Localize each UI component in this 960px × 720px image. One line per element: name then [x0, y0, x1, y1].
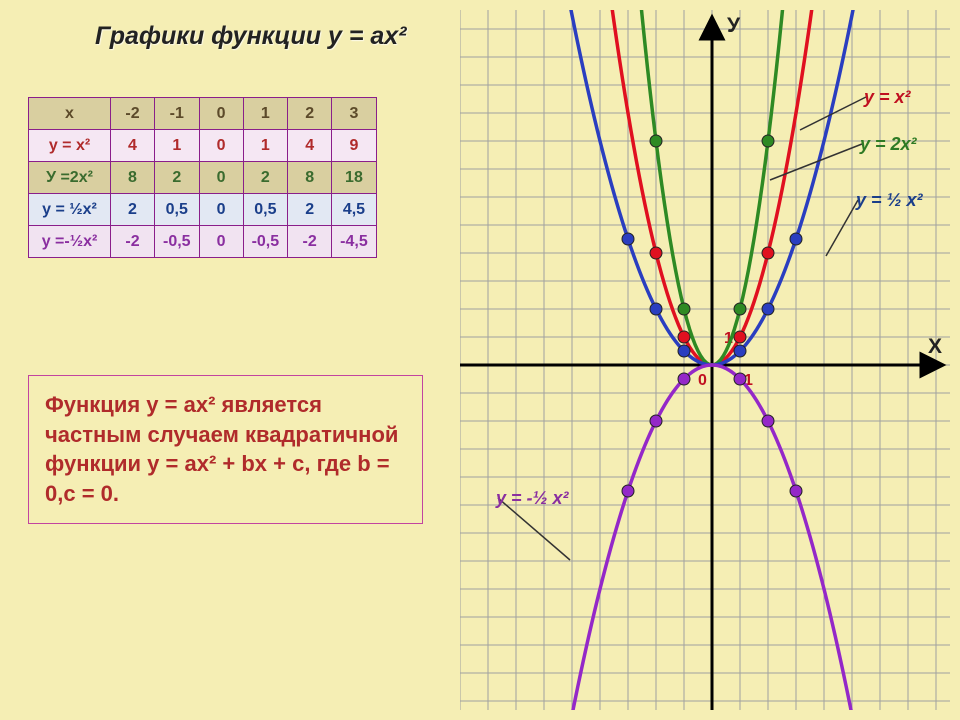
- marker: [650, 303, 662, 315]
- cell: -2: [111, 226, 155, 258]
- cell: -2: [288, 226, 332, 258]
- cell: -1: [155, 98, 200, 130]
- marker: [678, 373, 690, 385]
- row-header: у = х²: [29, 130, 111, 162]
- table-row: у = х²410149: [29, 130, 377, 162]
- marker: [790, 485, 802, 497]
- marker: [762, 135, 774, 147]
- cell: 0: [199, 194, 243, 226]
- row-header: У =2х²: [29, 162, 111, 194]
- cell: 18: [332, 162, 377, 194]
- cell: 0: [199, 226, 243, 258]
- cell: 1: [155, 130, 200, 162]
- row-header: х: [29, 98, 111, 130]
- info-box: Функция у = ах² является частным случаем…: [28, 375, 423, 524]
- cell: -0,5: [155, 226, 200, 258]
- marker: [762, 303, 774, 315]
- cell: -4,5: [332, 226, 377, 258]
- table-row: у = ½х²20,500,524,5: [29, 194, 377, 226]
- x-axis-label: Х: [928, 335, 942, 358]
- cell: 3: [332, 98, 377, 130]
- curve-label-green: у = 2х²: [859, 134, 918, 154]
- cell: 1: [243, 130, 288, 162]
- cell: 0: [199, 162, 243, 194]
- y-axis-label: У: [727, 14, 741, 37]
- marker: [762, 415, 774, 427]
- cell: 9: [332, 130, 377, 162]
- cell: 2: [155, 162, 200, 194]
- curve-label-red: у = х²: [863, 87, 912, 107]
- page-title: Графики функции у = ах²: [95, 22, 407, 51]
- cell: 4: [288, 130, 332, 162]
- cell: 4,5: [332, 194, 377, 226]
- cell: 4: [111, 130, 155, 162]
- curve-label-blue: у = ½ х²: [855, 190, 924, 210]
- cell: 2: [288, 194, 332, 226]
- origin-label: 0: [698, 372, 707, 389]
- leader-line: [826, 200, 858, 256]
- curve-label-purple: у = -½ х²: [495, 488, 570, 508]
- marker: [622, 233, 634, 245]
- marker: [734, 373, 746, 385]
- row-header: у =-½х²: [29, 226, 111, 258]
- cell: 2: [243, 162, 288, 194]
- cell: -2: [111, 98, 155, 130]
- marker: [650, 415, 662, 427]
- marker: [678, 345, 690, 357]
- marker: [734, 345, 746, 357]
- value-table: х-2-10123у = х²410149У =2х²8202818у = ½х…: [28, 97, 377, 258]
- cell: 0: [199, 98, 243, 130]
- cell: 0: [199, 130, 243, 162]
- cell: 2: [288, 98, 332, 130]
- cell: 0,5: [155, 194, 200, 226]
- cell: 0,5: [243, 194, 288, 226]
- cell: 1: [243, 98, 288, 130]
- cell: 8: [111, 162, 155, 194]
- marker: [762, 247, 774, 259]
- row-header: у = ½х²: [29, 194, 111, 226]
- table-row: У =2х²8202818: [29, 162, 377, 194]
- table-row: х-2-10123: [29, 98, 377, 130]
- cell: -0,5: [243, 226, 288, 258]
- marker: [650, 135, 662, 147]
- table-row: у =-½х²-2-0,50-0,5-2-4,5: [29, 226, 377, 258]
- marker: [650, 247, 662, 259]
- marker: [678, 331, 690, 343]
- cell: 2: [111, 194, 155, 226]
- marker: [622, 485, 634, 497]
- parabola-chart: УХ011у = х²у = 2х²у = ½ х²у = -½ х²: [460, 10, 950, 710]
- marker: [678, 303, 690, 315]
- marker: [734, 303, 746, 315]
- marker: [734, 331, 746, 343]
- marker: [790, 233, 802, 245]
- cell: 8: [288, 162, 332, 194]
